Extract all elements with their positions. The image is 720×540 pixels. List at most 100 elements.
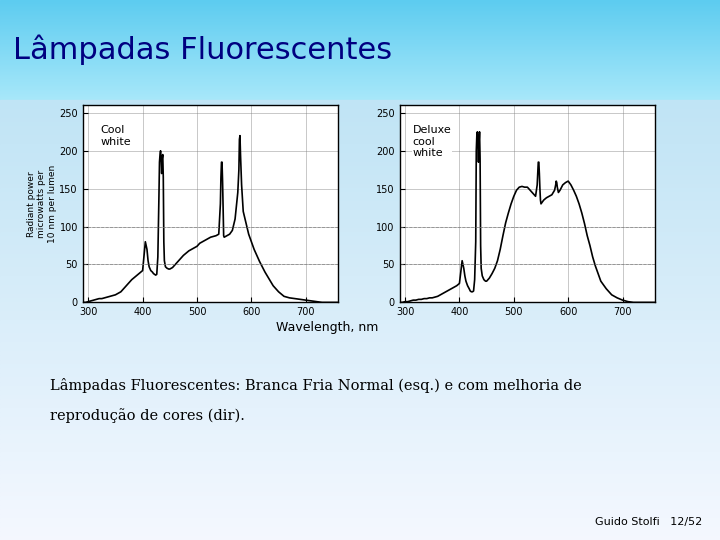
Bar bbox=[0, 51, 720, 52]
Bar bbox=[0, 478, 720, 483]
Bar bbox=[0, 509, 720, 514]
Bar bbox=[0, 57, 720, 59]
Bar bbox=[0, 77, 720, 79]
Bar bbox=[0, 399, 720, 403]
Bar bbox=[0, 280, 720, 285]
Bar bbox=[0, 35, 720, 36]
Bar bbox=[0, 201, 720, 206]
Bar bbox=[0, 214, 720, 219]
Bar bbox=[0, 23, 720, 24]
Text: Guido Stolfi   12/52: Guido Stolfi 12/52 bbox=[595, 516, 702, 526]
Bar bbox=[0, 364, 720, 368]
Bar bbox=[0, 249, 720, 254]
Bar bbox=[0, 26, 720, 28]
Bar bbox=[0, 91, 720, 92]
Bar bbox=[0, 373, 720, 377]
Bar bbox=[0, 514, 720, 518]
Bar bbox=[0, 338, 720, 342]
Bar bbox=[0, 1, 720, 3]
Bar bbox=[0, 66, 720, 68]
Bar bbox=[0, 36, 720, 37]
Bar bbox=[0, 3, 720, 4]
Bar bbox=[0, 32, 720, 33]
Bar bbox=[0, 19, 720, 20]
Bar bbox=[0, 166, 720, 170]
Bar bbox=[0, 461, 720, 465]
Bar bbox=[0, 89, 720, 90]
Bar bbox=[0, 267, 720, 272]
Bar bbox=[0, 522, 720, 527]
Bar bbox=[0, 71, 720, 72]
Bar bbox=[0, 263, 720, 267]
Bar bbox=[0, 40, 720, 41]
Bar bbox=[0, 72, 720, 73]
Bar bbox=[0, 161, 720, 166]
Bar bbox=[0, 452, 720, 456]
Bar bbox=[0, 390, 720, 395]
Bar bbox=[0, 16, 720, 17]
Bar bbox=[0, 79, 720, 80]
Bar bbox=[0, 29, 720, 30]
Bar bbox=[0, 122, 720, 126]
Bar bbox=[0, 382, 720, 386]
Bar bbox=[0, 320, 720, 325]
Bar bbox=[0, 64, 720, 65]
Bar bbox=[0, 60, 720, 61]
Bar bbox=[0, 93, 720, 95]
Bar bbox=[0, 144, 720, 148]
Bar bbox=[0, 63, 720, 64]
Bar bbox=[0, 456, 720, 461]
Bar bbox=[0, 153, 720, 157]
Bar bbox=[0, 126, 720, 131]
Bar bbox=[0, 15, 720, 16]
Bar bbox=[0, 342, 720, 346]
Bar bbox=[0, 245, 720, 249]
Bar bbox=[0, 24, 720, 25]
Bar bbox=[0, 14, 720, 15]
Bar bbox=[0, 474, 720, 478]
Bar bbox=[0, 99, 720, 100]
Bar bbox=[0, 17, 720, 19]
Bar bbox=[0, 68, 720, 69]
Bar bbox=[0, 298, 720, 302]
Bar bbox=[0, 37, 720, 39]
Bar bbox=[0, 48, 720, 49]
Bar bbox=[0, 206, 720, 210]
Bar bbox=[0, 8, 720, 9]
Bar bbox=[0, 65, 720, 66]
Bar bbox=[0, 289, 720, 294]
Bar bbox=[0, 258, 720, 263]
Bar bbox=[0, 25, 720, 26]
Bar bbox=[0, 92, 720, 93]
Bar bbox=[0, 69, 720, 70]
Bar bbox=[0, 421, 720, 426]
Bar bbox=[0, 360, 720, 364]
Bar bbox=[0, 109, 720, 113]
Bar bbox=[0, 175, 720, 179]
Bar bbox=[0, 434, 720, 439]
Bar bbox=[0, 527, 720, 531]
Bar bbox=[0, 223, 720, 227]
Bar bbox=[0, 197, 720, 201]
Bar bbox=[0, 351, 720, 355]
Bar bbox=[0, 95, 720, 96]
Bar bbox=[0, 470, 720, 474]
Bar bbox=[0, 170, 720, 175]
Bar bbox=[0, 505, 720, 509]
Text: Deluxe
cool
white: Deluxe cool white bbox=[413, 125, 451, 158]
Bar bbox=[0, 49, 720, 50]
Bar bbox=[0, 439, 720, 443]
Bar bbox=[0, 448, 720, 452]
Bar bbox=[0, 11, 720, 12]
Bar bbox=[0, 272, 720, 276]
Bar bbox=[0, 276, 720, 280]
Bar bbox=[0, 70, 720, 71]
Bar bbox=[0, 96, 720, 97]
Bar bbox=[0, 237, 720, 241]
Bar bbox=[0, 148, 720, 153]
Bar bbox=[0, 302, 720, 307]
Bar bbox=[0, 75, 720, 76]
Bar bbox=[0, 97, 720, 99]
Text: reprodução de cores (dir).: reprodução de cores (dir). bbox=[50, 408, 246, 423]
Bar bbox=[0, 21, 720, 23]
